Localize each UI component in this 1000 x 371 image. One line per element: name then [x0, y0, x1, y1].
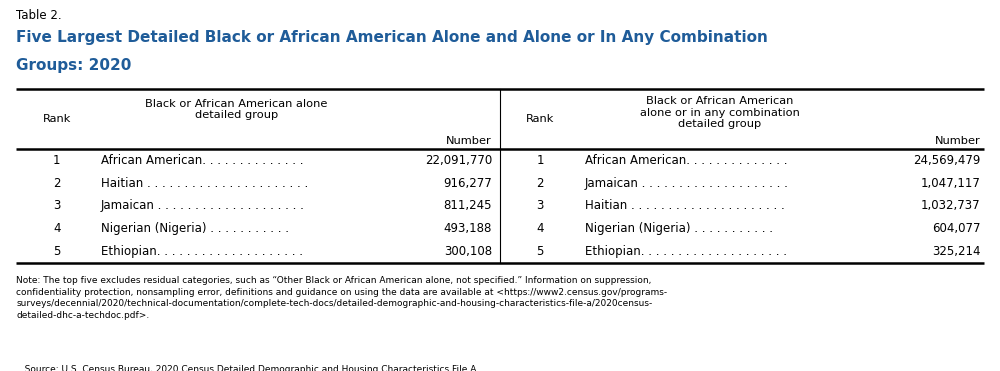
Text: 5: 5 — [537, 245, 544, 258]
Text: 811,245: 811,245 — [444, 200, 492, 213]
Text: Table 2.: Table 2. — [16, 9, 62, 22]
Text: 22,091,770: 22,091,770 — [425, 154, 492, 167]
Text: Note: The top five excludes residual categories, such as “Other Black or African: Note: The top five excludes residual cat… — [16, 276, 667, 320]
Text: 4: 4 — [537, 222, 544, 235]
Text: 604,077: 604,077 — [932, 222, 981, 235]
Text: Five Largest Detailed Black or African American Alone and Alone or In Any Combin: Five Largest Detailed Black or African A… — [16, 30, 768, 45]
Text: Jamaican . . . . . . . . . . . . . . . . . . . .: Jamaican . . . . . . . . . . . . . . . .… — [585, 177, 788, 190]
Text: 493,188: 493,188 — [444, 222, 492, 235]
Text: Rank: Rank — [526, 114, 554, 124]
Text: Rank: Rank — [42, 114, 71, 124]
Text: Black or African American alone
detailed group: Black or African American alone detailed… — [145, 99, 327, 120]
Text: 1: 1 — [53, 154, 60, 167]
Text: Groups: 2020: Groups: 2020 — [16, 58, 132, 73]
Text: Number: Number — [935, 136, 981, 145]
Text: 1: 1 — [537, 154, 544, 167]
Text: 325,214: 325,214 — [932, 245, 981, 258]
Text: 3: 3 — [537, 200, 544, 213]
Text: 1,047,117: 1,047,117 — [921, 177, 981, 190]
Text: 916,277: 916,277 — [443, 177, 492, 190]
Text: Ethiopian. . . . . . . . . . . . . . . . . . . .: Ethiopian. . . . . . . . . . . . . . . .… — [585, 245, 787, 258]
Text: 1,032,737: 1,032,737 — [921, 200, 981, 213]
Text: Ethiopian. . . . . . . . . . . . . . . . . . . .: Ethiopian. . . . . . . . . . . . . . . .… — [101, 245, 303, 258]
Text: 3: 3 — [53, 200, 60, 213]
Text: Jamaican . . . . . . . . . . . . . . . . . . . .: Jamaican . . . . . . . . . . . . . . . .… — [101, 200, 305, 213]
Text: 24,569,479: 24,569,479 — [913, 154, 981, 167]
Text: Black or African American
alone or in any combination
detailed group: Black or African American alone or in an… — [640, 96, 800, 129]
Text: 300,108: 300,108 — [444, 245, 492, 258]
Text: African American. . . . . . . . . . . . . .: African American. . . . . . . . . . . . … — [101, 154, 303, 167]
Text: 4: 4 — [53, 222, 60, 235]
Text: 2: 2 — [53, 177, 60, 190]
Text: 2: 2 — [537, 177, 544, 190]
Text: Number: Number — [446, 136, 492, 145]
Text: 5: 5 — [53, 245, 60, 258]
Text: Nigerian (Nigeria) . . . . . . . . . . .: Nigerian (Nigeria) . . . . . . . . . . . — [585, 222, 773, 235]
Text: Haitian . . . . . . . . . . . . . . . . . . . . . .: Haitian . . . . . . . . . . . . . . . . … — [101, 177, 308, 190]
Text: Nigerian (Nigeria) . . . . . . . . . . .: Nigerian (Nigeria) . . . . . . . . . . . — [101, 222, 289, 235]
Text: Haitian . . . . . . . . . . . . . . . . . . . . .: Haitian . . . . . . . . . . . . . . . . … — [585, 200, 784, 213]
Text: Source: U.S. Census Bureau, 2020 Census Detailed Demographic and Housing Charact: Source: U.S. Census Bureau, 2020 Census … — [16, 365, 479, 371]
Text: African American. . . . . . . . . . . . . .: African American. . . . . . . . . . . . … — [585, 154, 787, 167]
